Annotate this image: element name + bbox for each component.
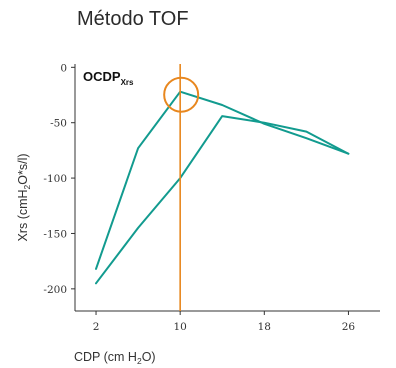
marker-layer bbox=[163, 64, 200, 311]
annotation-ocdp: OCDPXrs bbox=[83, 69, 134, 87]
series-layer bbox=[95, 90, 350, 285]
x-tick-label: 10 bbox=[173, 321, 186, 333]
y-axis-label: Xrs (cmH2O*s/l) bbox=[16, 153, 32, 241]
y-axis-ticks: 0 -50 -100 -150 -200 bbox=[43, 62, 75, 296]
x-tick-label: 18 bbox=[258, 321, 271, 333]
y-tick-label: -150 bbox=[43, 228, 67, 240]
series-line-1 bbox=[95, 90, 350, 270]
y-tick-label: -50 bbox=[50, 118, 67, 130]
axes bbox=[74, 64, 380, 312]
x-tick-label: 26 bbox=[342, 321, 356, 333]
x-axis-ticks: 2 10 18 26 bbox=[93, 311, 356, 333]
x-axis-label: CDP (cm H2O) bbox=[74, 350, 156, 366]
series-line-2 bbox=[95, 115, 350, 285]
chart-title: Método TOF bbox=[77, 8, 189, 30]
highlight-circle bbox=[163, 76, 200, 113]
y-tick-label: -100 bbox=[43, 173, 67, 185]
y-tick-label: -200 bbox=[43, 284, 67, 296]
y-tick-label: 0 bbox=[60, 62, 67, 74]
x-tick-label: 2 bbox=[93, 321, 100, 333]
